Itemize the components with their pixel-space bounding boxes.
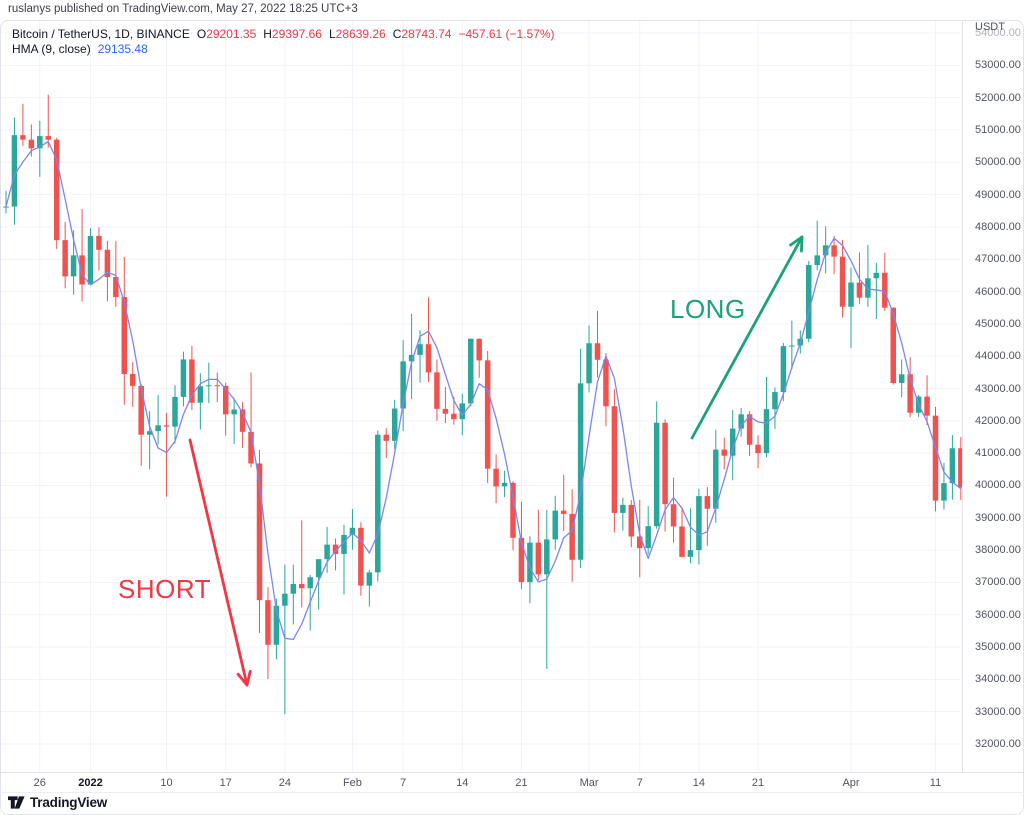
price-axis-label: 35000.00 <box>975 641 1021 654</box>
time-axis-label: Apr <box>842 777 860 789</box>
price-axis-label: 50000.00 <box>975 156 1021 169</box>
time-axis-label: 17 <box>219 777 232 789</box>
ohlc-open: O29201.35 <box>196 27 257 41</box>
price-axis-label: 36000.00 <box>975 608 1021 621</box>
time-axis-label: 10 <box>160 777 173 789</box>
price-axis-label: 38000.00 <box>975 544 1021 557</box>
time-axis-label: 7 <box>636 777 643 789</box>
price-axis-label: 39000.00 <box>975 511 1021 524</box>
time-axis-label: 21 <box>515 777 528 789</box>
tradingview-logo[interactable]: TradingView <box>8 794 107 811</box>
price-axis-label: 34000.00 <box>975 673 1021 686</box>
price-axis-label: 53000.00 <box>975 59 1021 72</box>
price-axis-separator <box>962 20 963 772</box>
time-axis-label: Mar <box>579 777 599 789</box>
time-axis-label: 24 <box>278 777 291 789</box>
ohlc-high: H29397.66 <box>263 27 322 41</box>
time-axis-label: 21 <box>751 777 765 789</box>
price-axis-label: 51000.00 <box>975 123 1021 136</box>
tradingview-logo-text: TradingView <box>30 795 108 810</box>
time-axis-label: 26 <box>33 777 46 789</box>
price-axis-label: 49000.00 <box>975 188 1021 201</box>
price-axis-label: 52000.00 <box>975 91 1021 104</box>
price-axis-label: 41000.00 <box>975 447 1021 460</box>
price-axis-label: 43000.00 <box>975 382 1021 395</box>
price-axis-label: 47000.00 <box>975 253 1021 266</box>
price-axis-label: 48000.00 <box>975 220 1021 233</box>
price-axis-label: 33000.00 <box>975 705 1021 718</box>
price-axis-label: 40000.00 <box>975 479 1021 492</box>
time-axis-label: 7 <box>400 777 407 789</box>
indicator-name: HMA (9, close) <box>12 42 91 56</box>
ohlc-low: L28639.26 <box>328 27 386 41</box>
time-axis-label: Feb <box>342 777 362 789</box>
price-axis-label: 32000.00 <box>975 738 1021 750</box>
chart-legend: Bitcoin / TetherUS, 1D, BINANCE O29201.3… <box>12 27 555 57</box>
price-axis-label: 46000.00 <box>975 285 1021 298</box>
time-axis-label: 14 <box>456 777 469 789</box>
time-axis[interactable]: 26 2022 10 17 24 Feb 7 14 21 Mar 7 14 21 Apr 11 <box>0 772 1024 793</box>
price-axis-label: 45000.00 <box>975 317 1021 330</box>
price-axis[interactable]: USDT 54000.00 53000.00 52000.00 51000.00 500… <box>962 20 1024 772</box>
annotation-short-label[interactable]: SHORT <box>118 574 212 604</box>
indicator-value: 29135.48 <box>97 42 148 56</box>
price-axis-unit: USDT <box>975 21 1005 33</box>
chart-card <box>0 20 1024 815</box>
legend-symbol-row: Bitcoin / TetherUS, 1D, BINANCE O29201.3… <box>12 27 555 42</box>
symbol-title: Bitcoin / TetherUS, 1D, BINANCE <box>12 27 190 41</box>
time-axis-label: 2022 <box>78 777 103 789</box>
annotation-long-label[interactable]: LONG <box>670 294 746 324</box>
price-axis-label: 37000.00 <box>975 576 1021 589</box>
price-axis-label: 42000.00 <box>975 414 1021 427</box>
tradingview-logo-icon <box>8 796 25 809</box>
price-axis-label: 54000.00 <box>975 27 1021 39</box>
legend-indicator-row: HMA (9, close) 29135.48 <box>12 42 555 57</box>
price-axis-label: 44000.00 <box>975 350 1021 363</box>
time-axis-label: 14 <box>692 777 706 789</box>
time-axis-label: 11 <box>929 777 942 789</box>
publication-bar: ruslanys published on TradingView.com, M… <box>8 3 358 15</box>
ohlc-close: C28743.74 <box>392 27 452 41</box>
ohlc-change: −457.61 (−1.57%) <box>458 27 555 41</box>
